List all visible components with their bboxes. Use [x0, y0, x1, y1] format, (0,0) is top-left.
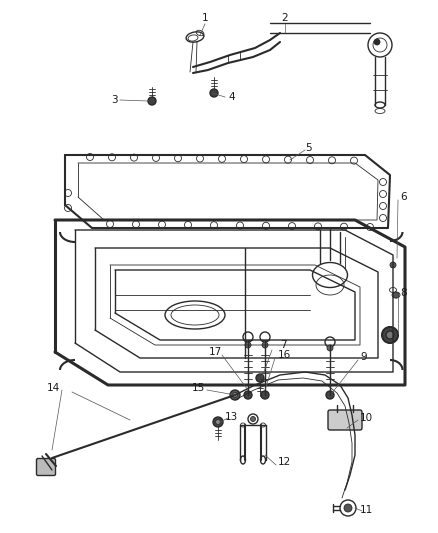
Text: 6: 6 [400, 192, 406, 202]
Circle shape [213, 417, 223, 427]
Text: 10: 10 [360, 413, 373, 423]
Circle shape [251, 416, 255, 422]
Text: 2: 2 [282, 13, 288, 23]
FancyBboxPatch shape [36, 458, 56, 475]
Text: 16: 16 [278, 350, 291, 360]
Circle shape [390, 262, 396, 268]
Circle shape [386, 331, 394, 339]
Circle shape [261, 391, 269, 399]
Text: 4: 4 [228, 92, 235, 102]
Circle shape [327, 345, 333, 351]
FancyBboxPatch shape [328, 410, 362, 430]
Circle shape [262, 342, 268, 348]
Text: 12: 12 [278, 457, 291, 467]
Text: 3: 3 [111, 95, 118, 105]
Text: 14: 14 [47, 383, 60, 393]
Text: 9: 9 [360, 352, 367, 362]
Circle shape [326, 391, 334, 399]
Circle shape [233, 392, 237, 398]
Circle shape [230, 390, 240, 400]
Text: 11: 11 [360, 505, 373, 515]
Circle shape [215, 419, 220, 424]
Text: 7: 7 [280, 340, 286, 350]
Text: 17: 17 [209, 347, 222, 357]
Circle shape [374, 39, 380, 45]
Circle shape [344, 504, 352, 512]
Circle shape [244, 391, 252, 399]
Circle shape [148, 97, 156, 105]
Text: 8: 8 [400, 288, 406, 298]
Circle shape [245, 342, 251, 348]
Circle shape [393, 292, 399, 298]
Text: 5: 5 [305, 143, 311, 153]
Text: 1: 1 [201, 13, 208, 23]
Text: 15: 15 [192, 383, 205, 393]
Circle shape [382, 327, 398, 343]
Circle shape [256, 374, 264, 382]
Circle shape [210, 89, 218, 97]
Text: 13: 13 [225, 412, 238, 422]
